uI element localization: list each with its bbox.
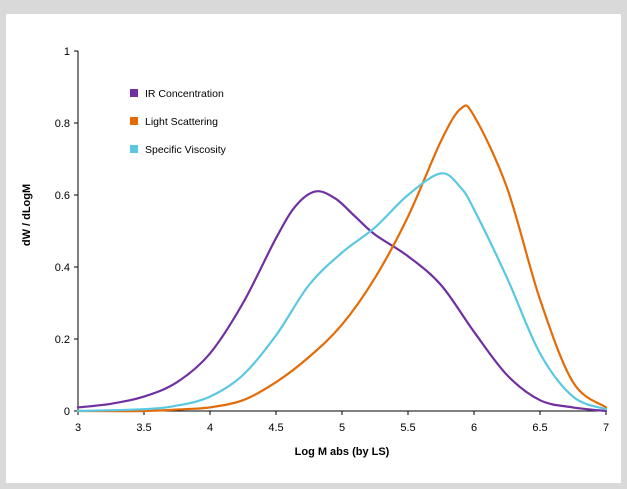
x-axis-title: Log M abs (by LS) [295, 446, 390, 458]
x-tick-label: 7 [603, 422, 609, 434]
series-line-light-scattering [76, 104, 608, 413]
y-tick-label: 0.8 [55, 118, 70, 130]
chart-axes: 3 3.5 4 4.5 5 5.5 6 6.5 7 0 0.2 0.4 0.6 0.8 1 [55, 46, 609, 434]
series-line-ir-concentration [76, 190, 608, 413]
legend-swatch-ir-concentration [130, 89, 138, 97]
x-tick-label: 4.5 [268, 422, 283, 434]
legend-label-specific-viscosity: Specific Viscosity [145, 144, 227, 156]
x-tick-label: 4 [207, 422, 213, 434]
y-tick-label: 0.2 [55, 334, 70, 346]
x-tick-label: 3 [75, 422, 81, 434]
x-tick-label: 5 [339, 422, 345, 434]
legend-label-light-scattering: Light Scattering [145, 116, 218, 128]
y-tick-label: 1 [64, 46, 70, 58]
x-tick-label: 3.5 [136, 422, 151, 434]
chart-legend: IR Concentration Light Scattering Specific… [130, 88, 227, 156]
y-axis-title: dW / dLogM [21, 184, 33, 246]
y-tick-label: 0.6 [55, 190, 70, 202]
y-tick-label: 0.4 [55, 262, 70, 274]
line-chart: 3 3.5 4 4.5 5 5.5 6 6.5 7 0 0.2 0.4 0.6 0.8 1 IR Conce… [21, 46, 609, 458]
x-tick-label: 6.5 [532, 422, 547, 434]
legend-swatch-light-scattering [130, 117, 138, 125]
legend-swatch-specific-viscosity [130, 145, 138, 153]
chart-series [76, 104, 608, 413]
x-tick-label: 5.5 [400, 422, 415, 434]
y-tick-label: 0 [64, 406, 70, 418]
legend-label-ir-concentration: IR Concentration [145, 88, 224, 100]
x-tick-label: 6 [471, 422, 477, 434]
series-line-specific-viscosity [76, 172, 608, 413]
